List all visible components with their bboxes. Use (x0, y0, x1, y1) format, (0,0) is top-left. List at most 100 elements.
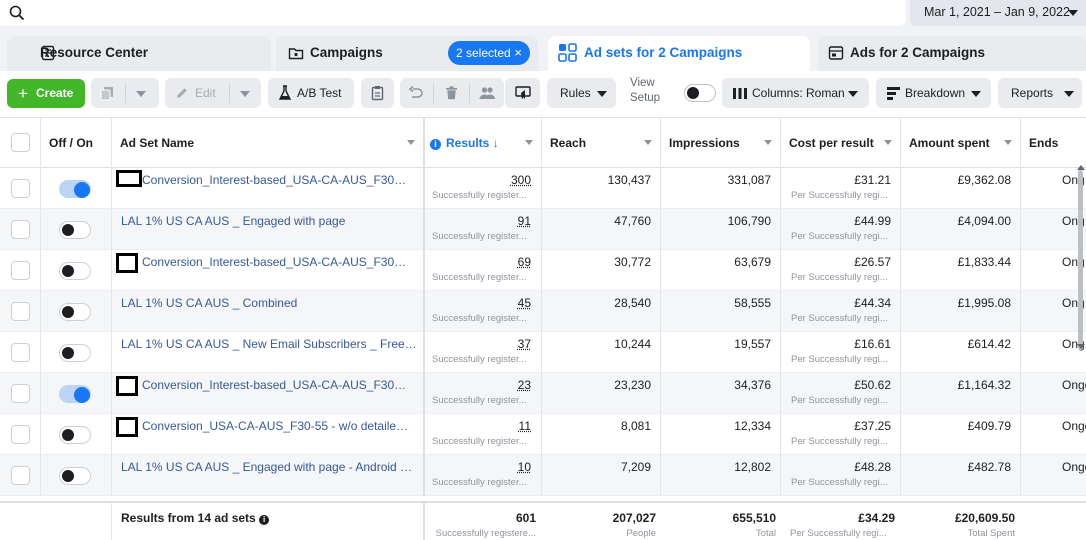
ad-set-toggle[interactable] (59, 344, 91, 362)
toggle-knob (62, 429, 74, 441)
date-range-picker[interactable]: Mar 1, 2021 – Jan 9, 2022 (910, 0, 1086, 26)
amount-value: £4,094.00 (957, 214, 1011, 228)
row-checkbox[interactable] (11, 220, 30, 239)
results-sub: Successfully register... (432, 231, 527, 242)
header-cost-per-result[interactable]: Cost per result (781, 118, 901, 168)
results-value[interactable]: 300 (510, 173, 531, 187)
people-icon[interactable] (479, 86, 495, 100)
toggle-cell (41, 373, 112, 414)
row-checkbox[interactable] (11, 179, 30, 198)
scroll-up-arrow[interactable] (1077, 165, 1085, 170)
results-value[interactable]: 69 (517, 255, 531, 269)
chevron-down-icon (848, 91, 858, 97)
reports-button[interactable]: Reports (998, 78, 1082, 108)
header-ad-set-name[interactable]: Ad Set Name (112, 118, 425, 168)
row-checkbox[interactable] (11, 302, 30, 321)
clipboard-button[interactable] (361, 78, 394, 108)
selected-campaigns-pill[interactable]: 2 selected × (448, 41, 530, 65)
undo-icon[interactable] (409, 86, 424, 100)
columns-button[interactable]: Columns: Roman (722, 78, 869, 108)
ad-set-name-link[interactable]: LAL 1% US CA AUS _ New Email Subscribers… (121, 337, 417, 351)
toggle-knob (62, 224, 74, 236)
table-row[interactable]: LAL 1% US CA AUS _ Engaged with page - A… (0, 455, 1086, 496)
vertical-scrollbar[interactable] (1078, 170, 1083, 350)
select-all-checkbox[interactable] (11, 133, 30, 152)
create-button[interactable]: + Create (7, 79, 85, 108)
search-input[interactable] (0, 0, 906, 26)
close-icon[interactable]: × (514, 45, 522, 60)
results-value[interactable]: 91 (517, 214, 531, 228)
view-setup-toggle[interactable] (684, 84, 716, 102)
ad-set-toggle[interactable] (59, 426, 91, 444)
breakdown-button[interactable]: Breakdown (876, 78, 991, 108)
results-value[interactable]: 23 (517, 378, 531, 392)
duplicate-button[interactable] (91, 78, 159, 108)
chevron-down-icon[interactable] (240, 91, 250, 97)
impressions-value: 12,802 (734, 460, 771, 474)
impressions-cell (661, 209, 781, 250)
name-cell (112, 291, 425, 332)
tab-ad-sets[interactable]: Ad sets for 2 Campaigns (548, 36, 810, 71)
chevron-down-icon (407, 140, 415, 145)
name-cell (112, 332, 425, 373)
name-cell (112, 455, 425, 496)
ad-set-name-link[interactable]: LAL 1% US CA AUS _ Combined (121, 296, 298, 310)
row-checkbox[interactable] (11, 261, 30, 280)
row-checkbox[interactable] (11, 384, 30, 403)
chevron-down-icon[interactable] (136, 91, 146, 97)
results-value[interactable]: 45 (517, 296, 531, 310)
ad-set-toggle[interactable] (59, 262, 91, 280)
row-checkbox[interactable] (11, 425, 30, 444)
columns-icon (733, 88, 747, 99)
results-value[interactable]: 37 (517, 337, 531, 351)
ad-set-toggle[interactable] (59, 467, 91, 485)
header-toggle[interactable]: Off / On (41, 118, 112, 168)
header-impressions[interactable]: Impressions (661, 118, 781, 168)
table-row[interactable]: LAL 1% US CA AUS _ New Email Subscribers… (0, 332, 1086, 373)
header-results[interactable]: i Results ↓ (425, 118, 542, 168)
header-reach[interactable]: Reach (542, 118, 661, 168)
table-row[interactable]: LAL 1% US CA AUS _ Combined 45 Successfull… (0, 291, 1086, 332)
table-row[interactable]: Conversion_USA-CA-AUS_F30-55 - w/o detai… (0, 414, 1086, 455)
ad-set-toggle[interactable] (59, 303, 91, 321)
table-row[interactable]: Conversion_Interest-based_USA-CA-AUS_F30… (0, 168, 1086, 209)
scroll-down-arrow[interactable] (1077, 344, 1085, 349)
header-ends[interactable]: Ends (1029, 136, 1059, 150)
table-row[interactable]: Conversion_Interest-based_USA-CA-AUS_F30… (0, 250, 1086, 291)
cost-sub: Per Successfully regi... (791, 436, 888, 447)
ad-sets-table: Off / On Ad Set Name i Results ↓ Reach Im… (0, 117, 1086, 540)
ad-set-toggle[interactable] (59, 221, 91, 239)
toggle-cell (41, 291, 112, 332)
document-icon (41, 45, 55, 61)
ad-set-name-link[interactable]: LAL 1% US CA AUS _ Engaged with page - A… (121, 460, 417, 474)
results-sub: Successfully register... (432, 354, 527, 365)
ad-set-name-link[interactable]: Conversion_Interest-based_USA-CA-AUS_F30… (142, 378, 410, 392)
cost-cell (781, 373, 901, 414)
row-checkbox[interactable] (11, 343, 30, 362)
ad-set-toggle[interactable] (59, 385, 91, 403)
tab-resource-center[interactable]: Resource Center (7, 36, 271, 71)
amount-value: £1,833.44 (957, 255, 1011, 269)
edit-button[interactable]: Edit (165, 78, 261, 108)
trash-icon[interactable] (445, 86, 458, 100)
results-value[interactable]: 10 (517, 460, 531, 474)
ab-test-button[interactable]: A/B Test (268, 78, 354, 108)
ad-set-name-link[interactable]: Conversion_Interest-based_USA-CA-AUS_F30… (142, 255, 410, 269)
results-value[interactable]: 11 (518, 419, 531, 433)
ad-set-name-link[interactable]: Conversion_USA-CA-AUS_F30-55 - w/o detai… (142, 419, 410, 433)
table-row[interactable]: Conversion_Interest-based_USA-CA-AUS_F30… (0, 373, 1086, 414)
columns-label: Columns: Roman (752, 86, 845, 100)
tab-ads[interactable]: Ads for 2 Campaigns (818, 36, 1086, 71)
cost-cell (781, 291, 901, 332)
info-icon: i (259, 515, 270, 525)
ad-set-name-link[interactable]: Conversion_Interest-based_USA-CA-AUS_F30… (142, 173, 410, 187)
preview-button[interactable] (505, 78, 540, 108)
rules-button[interactable]: Rules (547, 78, 616, 108)
table-row[interactable]: LAL 1% US CA AUS _ Engaged with page 91 Su… (0, 209, 1086, 250)
ad-set-toggle[interactable] (59, 180, 91, 198)
cost-value: £50.62 (854, 378, 891, 392)
row-checkbox[interactable] (11, 466, 30, 485)
divider (229, 83, 230, 103)
ad-set-name-link[interactable]: LAL 1% US CA AUS _ Engaged with page (121, 214, 346, 228)
header-amount-spent[interactable]: Amount spent (901, 118, 1021, 168)
